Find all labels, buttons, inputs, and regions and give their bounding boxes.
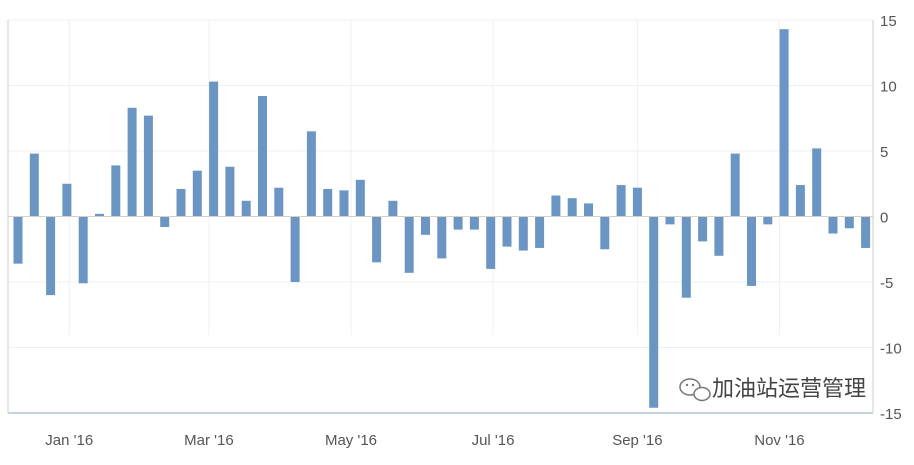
bar: [763, 216, 773, 225]
bar: [486, 216, 496, 269]
bar: [567, 198, 577, 217]
y-tick-label: -15: [880, 406, 902, 423]
bar: [209, 81, 219, 217]
bar: [421, 216, 430, 235]
bar: [160, 216, 170, 227]
bar: [225, 166, 235, 217]
bar: [714, 216, 724, 256]
y-tick-label: 10: [880, 79, 897, 96]
bar: [258, 95, 267, 217]
x-tick-label: Jan '16: [45, 432, 93, 449]
bar: [13, 216, 23, 264]
x-tick-label: Nov '16: [754, 432, 804, 449]
x-tick-label: Sep '16: [612, 432, 662, 449]
bar: [437, 216, 447, 259]
bar: [176, 188, 186, 217]
bar: [78, 216, 88, 284]
bar: [698, 216, 708, 242]
bar: [143, 115, 153, 217]
bar: [306, 131, 316, 217]
y-tick-label: 15: [880, 13, 897, 30]
x-tick-label: Jul '16: [472, 432, 515, 449]
bar: [95, 213, 104, 217]
axes: [7, 20, 874, 414]
bar: [747, 216, 756, 286]
bar: [290, 216, 300, 282]
watermark-text: 加油站运营管理: [712, 376, 866, 401]
bar: [649, 216, 659, 408]
x-tick-label: Mar '16: [184, 432, 234, 449]
bar: [127, 107, 137, 217]
bar: [812, 148, 822, 217]
y-axis-ticks: 15 10 5 0 -5 -10 -15: [880, 13, 902, 423]
bar: [453, 216, 463, 230]
bar: [861, 216, 871, 248]
bar: [844, 216, 854, 229]
bar: [192, 170, 202, 217]
bar: [111, 165, 121, 217]
bar: [372, 216, 382, 263]
bar: [29, 153, 39, 217]
bar: [241, 200, 251, 217]
bar: [323, 188, 333, 217]
bar: [795, 185, 805, 217]
y-tick-label: -10: [880, 341, 902, 358]
bar: [779, 29, 789, 217]
bar: [730, 153, 740, 217]
watermark: 加油站运营管理: [679, 376, 866, 402]
bar: [600, 216, 610, 250]
bar: [616, 185, 626, 217]
bar: [46, 216, 56, 296]
bars: [13, 29, 871, 408]
bar: [404, 216, 414, 273]
bar: [502, 216, 512, 247]
bar: [681, 216, 691, 298]
bar: [62, 183, 72, 217]
x-axis-ticks: Jan '16 Mar '16 May '16 Jul '16 Sep '16 Nov '…: [45, 432, 804, 449]
bar: [535, 216, 545, 248]
bar: [339, 190, 349, 217]
wechat-icon: [679, 378, 711, 402]
y-tick-label: -5: [880, 275, 893, 292]
bar: [274, 187, 284, 217]
bar: [828, 216, 838, 234]
x-tick-label: May '16: [325, 432, 377, 449]
bar: [388, 200, 398, 217]
bar: [665, 216, 675, 225]
y-tick-label: 5: [880, 144, 888, 161]
bar: [469, 216, 479, 230]
bar: [584, 203, 593, 217]
bar: [518, 216, 528, 251]
bar: [355, 179, 365, 217]
bar: [551, 195, 561, 217]
bar: [632, 187, 642, 217]
y-tick-label: 0: [880, 210, 888, 227]
